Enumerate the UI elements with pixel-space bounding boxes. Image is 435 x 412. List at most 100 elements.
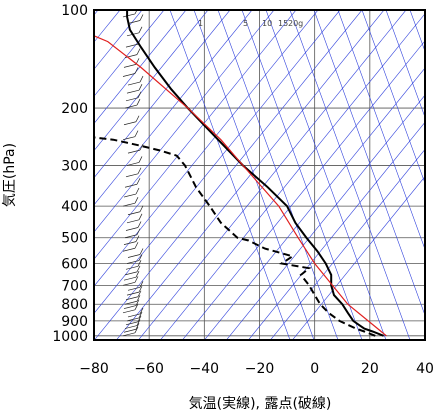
grid-lines	[93, 9, 426, 340]
wind-barb	[126, 291, 140, 296]
wind-barb-flag	[138, 311, 143, 319]
wind-barb-flag	[134, 197, 139, 204]
wind-barb	[126, 317, 140, 322]
adiabat-line	[94, 10, 209, 152]
wind-barb-flag	[134, 326, 139, 333]
wind-barb-flag	[134, 67, 139, 74]
y-tick-label: 1000	[52, 329, 88, 345]
wind-barb	[123, 276, 137, 281]
wind-barb-flag	[136, 98, 141, 106]
wind-barb-flag	[138, 156, 143, 163]
wind-barb-flag	[137, 91, 142, 98]
wind-barb-flag	[136, 265, 141, 273]
wind-barb	[125, 97, 139, 102]
y-tick-label: 200	[61, 101, 88, 117]
wind-barb-flag	[136, 48, 141, 55]
y-tick-label: 800	[61, 297, 88, 313]
wind-barb	[123, 241, 137, 245]
y-tick-label: 600	[61, 257, 88, 273]
mixing-ratio-label: 20g	[288, 19, 303, 28]
mixing-ratio-label: 5	[243, 19, 248, 28]
wind-barb-flag	[139, 75, 144, 83]
wind-barb	[122, 73, 136, 77]
wind-barb	[123, 64, 137, 68]
wind-barb	[122, 13, 136, 18]
mixing-ratio-label: 1	[198, 19, 203, 28]
mixing-ratio-line	[265, 10, 387, 340]
wind-barb	[125, 173, 139, 178]
wind-barb-flag	[136, 319, 141, 326]
series-group	[94, 10, 387, 337]
wind-barb-flag	[139, 281, 144, 288]
wind-barb	[127, 211, 141, 216]
wind-barb	[122, 332, 136, 337]
wind-barb	[126, 219, 140, 224]
wind-barb	[124, 271, 138, 276]
wind-barb-flag	[138, 26, 143, 33]
adiabat-line	[270, 148, 425, 340]
wind-barb-flag	[138, 254, 143, 261]
wind-barb-flag	[139, 248, 144, 255]
y-tick-label: 900	[61, 314, 88, 330]
wind-barb-flag	[137, 260, 142, 267]
adiabat-line	[226, 94, 425, 340]
wind-barb	[124, 234, 138, 239]
adiabat-line	[292, 176, 425, 340]
mixing-ratio-line	[169, 10, 291, 340]
mixing-ratio-line	[313, 10, 425, 317]
wind-barb	[125, 43, 139, 48]
wind-barb	[127, 81, 141, 86]
mixing-ratio-labels: 1 5 10 15 20g	[198, 19, 303, 28]
wind-barb	[122, 202, 136, 207]
wind-barb	[122, 136, 136, 140]
adiabat-line	[94, 10, 275, 233]
wind-barb-flag	[136, 295, 141, 302]
x-axis-ticks: −80 −60 −40 −20 0 20 40	[79, 361, 434, 377]
adiabat-line	[94, 10, 319, 287]
wind-barb	[123, 193, 137, 198]
wind-barb-flag	[139, 143, 144, 151]
dewpoint-line	[94, 136, 376, 337]
y-tick-label: 400	[61, 199, 88, 215]
adiabat-line	[94, 10, 341, 314]
wind-barb	[125, 321, 139, 326]
x-tick-label: 20	[361, 361, 379, 377]
parcel-line	[94, 35, 387, 337]
wind-barb	[123, 328, 137, 333]
adiabat-line	[94, 10, 165, 97]
wind-barb	[126, 260, 140, 264]
wind-barb-flag	[134, 130, 139, 137]
wind-barb-flag	[136, 1, 139, 7]
x-tick-label: 40	[416, 361, 434, 377]
wind-barb	[122, 247, 136, 252]
wind-barb	[127, 149, 141, 154]
wind-barb-flag	[139, 14, 144, 21]
x-axis-label: 気温(実線), 露点(破線)	[189, 396, 332, 412]
y-tick-label: 300	[61, 158, 88, 174]
wind-barb	[127, 254, 141, 258]
wind-barb	[123, 121, 137, 126]
wind-barb-flag	[139, 307, 144, 315]
mixing-ratio-line	[337, 10, 425, 251]
y-tick-label: 100	[61, 3, 88, 19]
wind-barb	[125, 227, 139, 231]
wind-barb-flag	[138, 285, 143, 293]
x-tick-label: −60	[134, 361, 164, 377]
wind-barb-flag	[137, 290, 142, 297]
x-tick-label: −20	[245, 361, 275, 377]
mixing-ratio-line	[409, 10, 425, 53]
adiabat-line	[160, 13, 425, 340]
mixing-ratio-line	[241, 10, 363, 340]
wind-barb	[124, 325, 138, 329]
wind-barb-flag	[136, 178, 141, 185]
wind-barb-flag	[135, 235, 140, 242]
adiabat-line	[182, 40, 425, 340]
wind-barb-flag	[137, 167, 142, 174]
wind-barb	[125, 296, 139, 301]
wind-barb-flag	[135, 323, 140, 330]
y-tick-label: 500	[61, 231, 88, 247]
wind-barb-flag	[134, 242, 139, 249]
adiabat-line	[138, 10, 407, 340]
